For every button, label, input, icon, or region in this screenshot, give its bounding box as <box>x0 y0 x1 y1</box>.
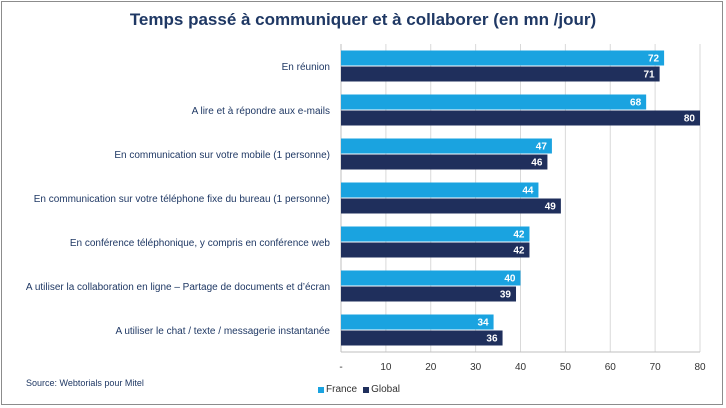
category-label: A utiliser la collaboration en ligne – P… <box>26 282 330 293</box>
bar-global-2 <box>341 154 548 170</box>
category-label: A lire et à répondre aux e-mails <box>192 106 330 117</box>
value-label-global-6: 36 <box>486 334 498 345</box>
value-label-global-0: 71 <box>643 70 655 81</box>
bar-france-1 <box>341 94 647 110</box>
category-label: A utiliser le chat / texte / messagerie … <box>115 326 330 337</box>
value-label-global-5: 39 <box>500 290 512 301</box>
value-label-france-2: 47 <box>536 142 548 153</box>
bar-global-0 <box>341 66 660 82</box>
chart-title: Temps passé à communiquer et à collabore… <box>129 10 597 29</box>
bar-france-0 <box>341 50 665 66</box>
x-tick-label-60: 60 <box>605 362 617 373</box>
value-label-global-1: 80 <box>684 114 696 125</box>
legend-swatch-global <box>363 386 370 393</box>
category-label: En communication sur votre mobile (1 per… <box>114 150 330 161</box>
x-tick-label-70: 70 <box>650 362 662 373</box>
bar-france-4 <box>341 226 530 242</box>
x-tick-label-30: 30 <box>470 362 482 373</box>
value-label-france-4: 42 <box>513 230 525 241</box>
bar-france-3 <box>341 182 539 198</box>
bar-france-5 <box>341 270 521 286</box>
value-label-france-6: 34 <box>477 318 489 329</box>
legend-label-france: France <box>326 384 358 395</box>
value-label-france-3: 44 <box>522 186 534 197</box>
bar-france-2 <box>341 138 552 154</box>
bar-global-3 <box>341 198 561 214</box>
legend-item-france: France <box>318 384 357 395</box>
source-note: Source: Webtorials pour Mitel <box>26 378 144 388</box>
category-label: En conférence téléphonique, y compris en… <box>70 238 331 249</box>
legend-label-global: Global <box>371 384 401 395</box>
value-label-france-0: 72 <box>648 54 660 65</box>
legend: France Global <box>318 384 400 395</box>
x-tick-label-80: 80 <box>694 362 706 373</box>
x-tick-label-20: 20 <box>425 362 437 373</box>
value-label-global-2: 46 <box>531 158 543 169</box>
value-label-global-3: 49 <box>545 202 557 213</box>
bar-france-6 <box>341 314 494 330</box>
value-label-global-4: 42 <box>513 246 525 257</box>
bar-global-5 <box>341 286 517 302</box>
bar-global-6 <box>341 330 503 346</box>
x-tick-label-0: - <box>339 362 342 373</box>
bar-global-1 <box>341 110 700 126</box>
x-tick-label-40: 40 <box>515 362 527 373</box>
category-label: En communication sur votre téléphone fix… <box>34 194 330 205</box>
x-tick-label-50: 50 <box>560 362 572 373</box>
value-label-france-5: 40 <box>504 274 516 285</box>
x-tick-label-10: 10 <box>380 362 392 373</box>
bar-global-4 <box>341 242 530 258</box>
value-label-france-1: 68 <box>630 98 642 109</box>
legend-swatch-france <box>318 386 324 393</box>
legend-item-global: Global <box>363 384 400 395</box>
category-label: En réunion <box>282 62 330 73</box>
